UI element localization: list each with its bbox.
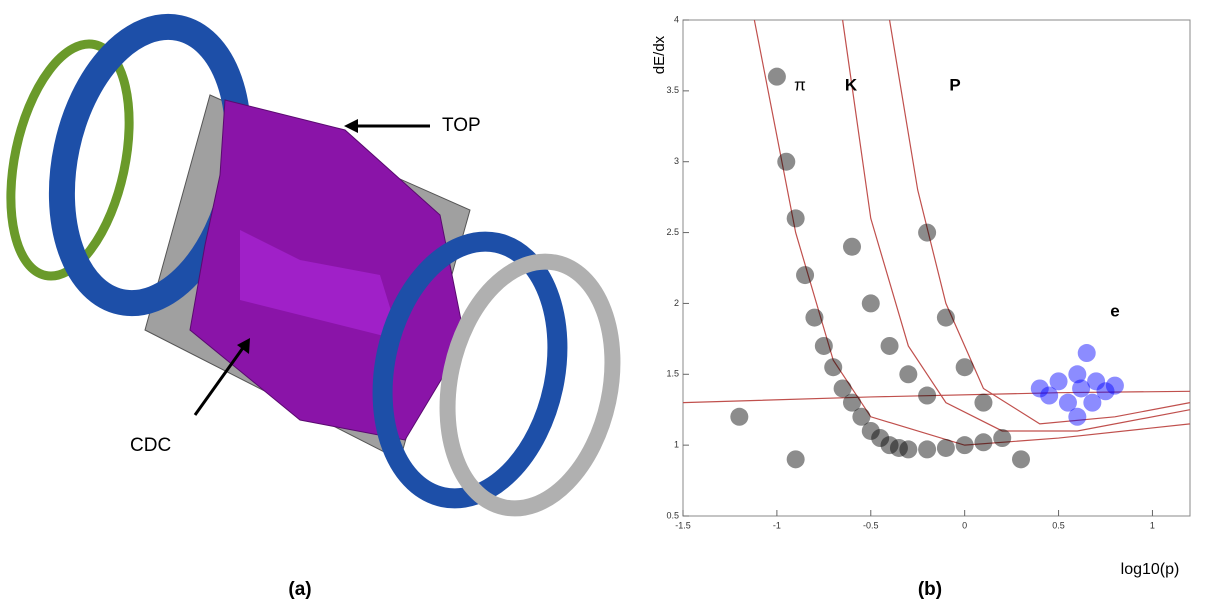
particle-label: P [949, 75, 960, 94]
x-tick-label: -1.5 [675, 520, 691, 530]
point [824, 358, 842, 376]
y-tick-label: 3 [674, 156, 679, 166]
particle-label: e [1110, 301, 1119, 320]
point [787, 450, 805, 468]
point [777, 153, 795, 171]
curve [754, 20, 1190, 445]
point [937, 309, 955, 327]
x-tick-label: 0 [962, 520, 967, 530]
point [974, 433, 992, 451]
y-tick-label: 0.5 [666, 510, 679, 520]
curve [890, 20, 1190, 424]
point [1031, 379, 1049, 397]
y-tick-label: 2.5 [666, 227, 679, 237]
caption: (b) [918, 579, 942, 600]
x-tick-label: -1 [773, 520, 781, 530]
curve [843, 20, 1190, 431]
y-tick-label: 1 [674, 440, 679, 450]
point [815, 337, 833, 355]
point [1012, 450, 1030, 468]
y-tick-label: 4 [674, 14, 679, 24]
point [1050, 372, 1068, 390]
point [899, 440, 917, 458]
point [993, 429, 1011, 447]
y-tick-label: 3.5 [666, 85, 679, 95]
gray-ring [426, 246, 634, 524]
point [843, 238, 861, 256]
point [1078, 344, 1096, 362]
point [805, 309, 823, 327]
point [881, 337, 899, 355]
label: TOP [442, 115, 481, 136]
point [796, 266, 814, 284]
point [730, 408, 748, 426]
x-axis-label: log10(p) [1121, 561, 1180, 578]
point [899, 365, 917, 383]
y-tick-label: 2 [674, 298, 679, 308]
figure: TOP CDC (a) (b) log10(p) dE/dx -1.5 -1 -0.… [0, 0, 1206, 603]
x-tick-label: 0.5 [1052, 520, 1065, 530]
point [1068, 408, 1086, 426]
y-tick-label: 1.5 [666, 369, 679, 379]
point [787, 209, 805, 227]
point [956, 436, 974, 454]
point [918, 440, 936, 458]
x-tick-label: -0.5 [863, 520, 879, 530]
detector-drawing: TOP CDC (a) [0, 10, 634, 600]
point [937, 439, 955, 457]
point [956, 358, 974, 376]
label: CDC [130, 435, 171, 456]
particle-label: K [845, 75, 858, 94]
caption: (a) [288, 579, 311, 600]
point [918, 387, 936, 405]
point [918, 224, 936, 242]
point [974, 394, 992, 412]
y-axis-label: dE/dx [651, 35, 668, 74]
x-tick-label: 1 [1150, 520, 1155, 530]
point [862, 294, 880, 312]
point [768, 68, 786, 86]
point [1106, 377, 1124, 395]
particle-label: π [794, 75, 806, 94]
